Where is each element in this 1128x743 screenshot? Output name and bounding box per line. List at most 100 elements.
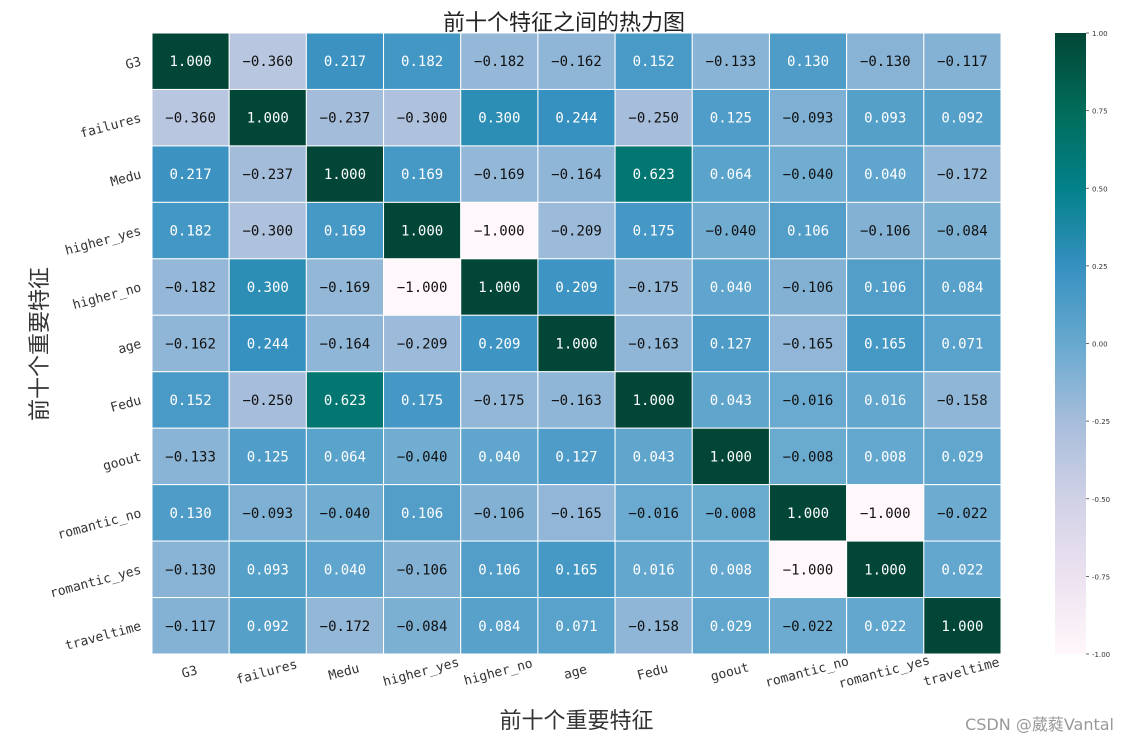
cell-value-label: −0.133 [706, 54, 757, 70]
cell-value-label: −0.158 [937, 393, 988, 409]
cell-value-label: 0.130 [170, 506, 212, 522]
cell-value-label: −0.084 [937, 224, 988, 240]
cell-value-label: 0.152 [170, 393, 212, 409]
cell-value-label: −0.175 [628, 280, 679, 296]
y-tick-label: traveltime [64, 619, 144, 654]
y-tick-label: failures [79, 111, 143, 142]
heatmap-cell [537, 427, 616, 486]
cell-value-label: 1.000 [710, 449, 752, 465]
heatmap-cell [151, 32, 230, 90]
heatmap-cell [768, 371, 848, 429]
x-tick-label: romantic_yes [837, 653, 932, 692]
heatmap-cell [691, 88, 770, 147]
cell-value-label: −0.106 [397, 562, 448, 578]
cell-value-label: −0.172 [937, 167, 988, 183]
cell-value-label: 0.182 [170, 224, 212, 240]
heatmap-cell [305, 371, 385, 429]
heatmap-cell [460, 540, 539, 599]
cell-value-label: 0.169 [401, 167, 443, 183]
cell-value-label: 0.244 [555, 111, 597, 127]
cell-value-label: −0.133 [165, 449, 216, 465]
cell-value-label: −0.158 [628, 619, 679, 635]
heatmap-cell [305, 484, 385, 542]
colorbar-tick-label: -0.75 [1092, 573, 1110, 581]
heatmap-cell [537, 258, 616, 316]
cell-value-label: 0.217 [324, 54, 366, 70]
cell-value-label: −0.084 [397, 619, 448, 635]
heatmap-cell [768, 145, 848, 203]
cell-value-label: 0.217 [170, 167, 212, 183]
cell-value-label: 0.016 [864, 393, 906, 409]
heatmap-cell [151, 540, 230, 599]
cell-value-label: 0.092 [247, 619, 289, 635]
heatmap-cell [846, 484, 925, 542]
cell-value-label: −1.000 [474, 224, 525, 240]
heatmap-cell [691, 371, 770, 429]
heatmap-cell [614, 371, 693, 429]
cell-value-label: −0.169 [320, 280, 371, 296]
cell-value-label: 0.008 [710, 562, 752, 578]
cell-value-label: −0.016 [628, 506, 679, 522]
heatmap-cell [151, 145, 230, 203]
heatmap-cell [460, 201, 539, 260]
heatmap-cell [923, 371, 1002, 429]
cell-value-label: −0.040 [706, 224, 757, 240]
heatmap-cell [383, 314, 462, 373]
x-tick-label: higher_no [462, 656, 534, 689]
cell-value-label: −0.016 [783, 393, 834, 409]
cell-value-label: −0.250 [628, 111, 679, 127]
heatmap-cell [305, 258, 385, 316]
heatmap-cell [305, 145, 385, 203]
cell-value-label: 0.106 [401, 506, 443, 522]
y-tick-label: higher_yes [64, 224, 143, 259]
y-tick-label: romantic_no [56, 506, 143, 543]
heatmap-cell [923, 201, 1002, 260]
x-tick-label: goout [709, 660, 751, 685]
heatmap-cell [923, 484, 1002, 542]
cell-value-label: −0.106 [860, 224, 911, 240]
cell-value-label: 1.000 [633, 393, 675, 409]
x-tick-label: Medu [327, 661, 361, 684]
cell-value-label: −0.169 [474, 167, 525, 183]
cell-value-label: 0.300 [478, 111, 520, 127]
cell-value-label: 0.106 [787, 224, 829, 240]
heatmap-cell [228, 597, 307, 655]
heatmap-cell [691, 427, 770, 486]
cell-value-label: 1.000 [864, 562, 906, 578]
cell-value-label: 0.152 [633, 54, 675, 70]
cell-value-label: 0.093 [864, 111, 906, 127]
cell-value-label: 0.175 [633, 224, 675, 240]
cell-value-label: 0.071 [555, 619, 597, 635]
heatmap-cell [923, 540, 1002, 599]
cell-value-label: −0.022 [937, 506, 988, 522]
heatmap-cell [537, 314, 616, 373]
y-tick-label: higher_no [71, 280, 143, 313]
y-tick-label: romantic_yes [48, 563, 143, 602]
heatmap-cell [460, 427, 539, 486]
heatmap-cell [460, 597, 539, 655]
cell-value-label: 0.008 [864, 449, 906, 465]
y-tick-label: Fedu [109, 393, 143, 416]
cell-value-label: 0.071 [941, 337, 983, 353]
heatmap-cell [151, 314, 230, 373]
cell-value-label: −0.162 [551, 54, 602, 70]
cell-value-label: −0.237 [242, 167, 293, 183]
heatmap-cell [460, 88, 539, 147]
heatmap-cell [846, 371, 925, 429]
cell-value-label: −1.000 [860, 506, 911, 522]
x-tick-label: G3 [180, 663, 199, 682]
heatmap-cell [228, 427, 307, 486]
colorbar-tick-label: 0.25 [1092, 263, 1108, 271]
cell-value-label: −0.093 [783, 111, 834, 127]
colorbar-tick-label: 0.00 [1092, 341, 1108, 349]
heatmap-cell [305, 201, 385, 260]
heatmap-cell [923, 88, 1002, 147]
heatmap-cell [614, 258, 693, 316]
heatmap-cell [460, 145, 539, 203]
colorbar-tick-label: -0.50 [1092, 496, 1110, 504]
heatmap-cell [228, 32, 307, 90]
cell-value-label: 0.093 [247, 562, 289, 578]
heatmap-cell [151, 371, 230, 429]
heatmap-cell [768, 201, 848, 260]
cell-value-label: 0.022 [941, 562, 983, 578]
